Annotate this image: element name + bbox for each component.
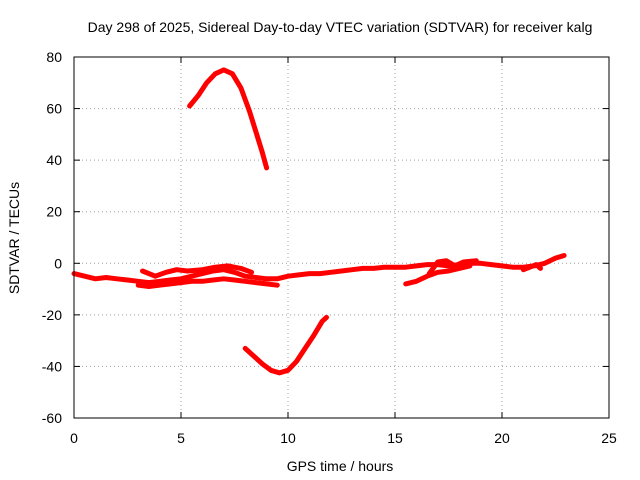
x-axis-label: GPS time / hours bbox=[287, 458, 394, 474]
series-band-tail bbox=[520, 262, 543, 273]
x-tick-label: 10 bbox=[280, 430, 296, 446]
y-tick-label: -60 bbox=[42, 410, 62, 426]
x-tick-label: 5 bbox=[177, 430, 185, 446]
y-tick-label: -20 bbox=[42, 307, 62, 323]
y-tick-label: 60 bbox=[46, 101, 62, 117]
grid bbox=[74, 57, 609, 418]
y-tick-label: 0 bbox=[54, 255, 62, 271]
series-band-upper bbox=[140, 263, 255, 279]
series-arc-low bbox=[242, 314, 329, 376]
x-tick-label: 20 bbox=[494, 430, 510, 446]
y-axis-label: SDTVAR / TECUs bbox=[6, 182, 22, 294]
x-tick-label: 15 bbox=[387, 430, 403, 446]
series-band-east bbox=[403, 263, 473, 287]
data-series bbox=[71, 67, 567, 376]
series-main-band bbox=[71, 253, 567, 286]
series-band-lower bbox=[135, 276, 280, 289]
y-tick-label: 80 bbox=[46, 49, 62, 65]
series-arc-high bbox=[187, 67, 270, 171]
plot-frame bbox=[73, 56, 610, 419]
y-tick-label: 40 bbox=[46, 152, 62, 168]
x-tick-label: 25 bbox=[601, 430, 617, 446]
y-tick-label: 20 bbox=[46, 204, 62, 220]
chart-title: Day 298 of 2025, Sidereal Day-to-day VTE… bbox=[88, 19, 593, 35]
y-tick-label: -40 bbox=[42, 358, 62, 374]
axis-ticks: 0 5 10 15 20 25 -60 -40 -20 0 20 40 60 80 bbox=[42, 49, 617, 446]
series-band-east-2 bbox=[426, 258, 479, 277]
x-tick-label: 0 bbox=[70, 430, 78, 446]
